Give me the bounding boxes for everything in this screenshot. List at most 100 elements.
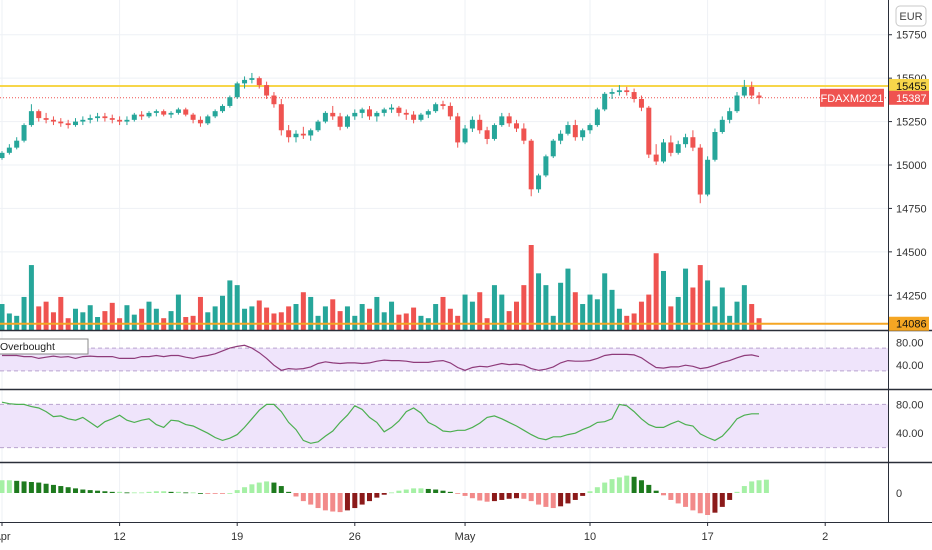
histogram-bar — [469, 493, 475, 499]
volume-bar — [697, 265, 703, 330]
oscillator-band-1 — [0, 348, 888, 371]
histogram-bar — [212, 493, 218, 494]
pane-separators — [0, 0, 932, 523]
candle-body — [536, 175, 542, 190]
candle-body — [367, 109, 372, 117]
histogram-bar — [87, 490, 93, 493]
volume-bar — [293, 304, 299, 330]
volume-bar — [514, 301, 519, 330]
histogram-bar — [484, 493, 490, 502]
volume-bar — [506, 311, 512, 330]
candle-body — [565, 125, 571, 134]
candles — [0, 72, 762, 204]
volume-bar — [175, 294, 181, 330]
histogram-bar — [749, 481, 755, 493]
histogram-bar — [102, 491, 108, 493]
candle-body — [418, 114, 424, 120]
price-axis[interactable]: 1575015500152501500014750145001425015455… — [820, 30, 929, 500]
histogram-bar — [425, 488, 431, 493]
price-tick-label: 14750 — [896, 203, 927, 215]
histogram-bar — [308, 493, 314, 505]
histogram-bar — [572, 493, 578, 500]
oscillator-1-line — [2, 344, 760, 371]
candle-body — [587, 125, 593, 131]
histogram-bar — [734, 491, 740, 493]
histogram-bar — [602, 482, 608, 493]
candle-body — [455, 116, 461, 143]
volume-bar — [367, 308, 372, 330]
candle-body — [124, 119, 130, 122]
currency-badge[interactable]: EUR — [895, 5, 927, 27]
volume-bar — [271, 313, 277, 330]
volume-bar — [0, 304, 5, 330]
time-tick-label: May — [455, 531, 476, 543]
volume-bar — [690, 287, 696, 330]
histogram-bar — [205, 493, 211, 494]
time-axis[interactable]: Apr 12 19 26 May 10 17 2 — [0, 522, 828, 543]
candle-body — [594, 109, 600, 126]
volume-bar — [741, 285, 747, 330]
histogram-bar — [65, 487, 71, 493]
histogram-bar — [514, 493, 519, 499]
candle-body — [14, 140, 20, 148]
time-tick-label: Apr — [0, 531, 11, 543]
histogram-bar — [330, 493, 336, 512]
histogram-bar — [763, 479, 769, 493]
candle-body — [6, 147, 12, 153]
volume-bar — [558, 282, 564, 330]
candle-body — [425, 111, 431, 115]
candle-body — [572, 125, 578, 138]
volume-bar — [653, 253, 659, 330]
overbought-legend[interactable]: Overbought — [0, 338, 89, 355]
candle-body — [741, 86, 747, 96]
histogram-bar — [506, 493, 512, 499]
histogram-bar — [131, 492, 137, 494]
last-price-tag-label: 15387 — [896, 93, 927, 105]
candle-body — [168, 112, 174, 115]
price-tick-label: 15250 — [896, 117, 927, 129]
candle-body — [484, 130, 490, 139]
candle-body — [337, 116, 343, 127]
candle-body — [609, 92, 615, 94]
volume-bar — [499, 294, 505, 330]
candle-body — [197, 119, 203, 124]
volume-bar — [543, 285, 549, 330]
histogram-bar — [117, 491, 123, 493]
candle-body — [271, 95, 277, 105]
volume-bar — [433, 304, 439, 330]
volume-bar — [220, 295, 225, 330]
volume-bar — [87, 305, 93, 330]
candle-body — [139, 114, 145, 117]
histogram-bar — [403, 489, 409, 493]
histogram-bar — [95, 490, 101, 493]
histogram-bar — [139, 492, 145, 494]
histogram-bar — [73, 488, 78, 493]
level-lines — [0, 84, 888, 325]
candle-body — [50, 119, 56, 122]
oscillator-2-tick-label: 80.00 — [896, 399, 924, 411]
volume-bar — [139, 308, 145, 330]
volume-bar — [565, 268, 571, 330]
histogram-bar — [337, 493, 343, 513]
volume-bar — [249, 306, 255, 330]
histogram-bar — [587, 491, 593, 493]
time-tick-label: 26 — [349, 531, 361, 543]
candle-body — [477, 119, 483, 131]
histogram-bar — [0, 480, 5, 493]
histogram-bar — [21, 481, 27, 493]
histogram-bar — [683, 493, 689, 507]
time-tick-label: 12 — [113, 531, 125, 543]
histogram-bar — [293, 493, 299, 497]
histogram-bar — [359, 493, 365, 505]
candle-body — [389, 107, 395, 110]
candle-body — [220, 105, 225, 112]
volume-bar — [330, 299, 336, 330]
candle-body — [653, 154, 659, 162]
candle-body — [602, 93, 608, 110]
candle-body — [352, 112, 358, 117]
support-tag-label: 14086 — [896, 319, 927, 331]
histogram-bar — [558, 493, 564, 507]
volume-bar — [337, 311, 343, 330]
histogram-bar — [183, 492, 189, 494]
